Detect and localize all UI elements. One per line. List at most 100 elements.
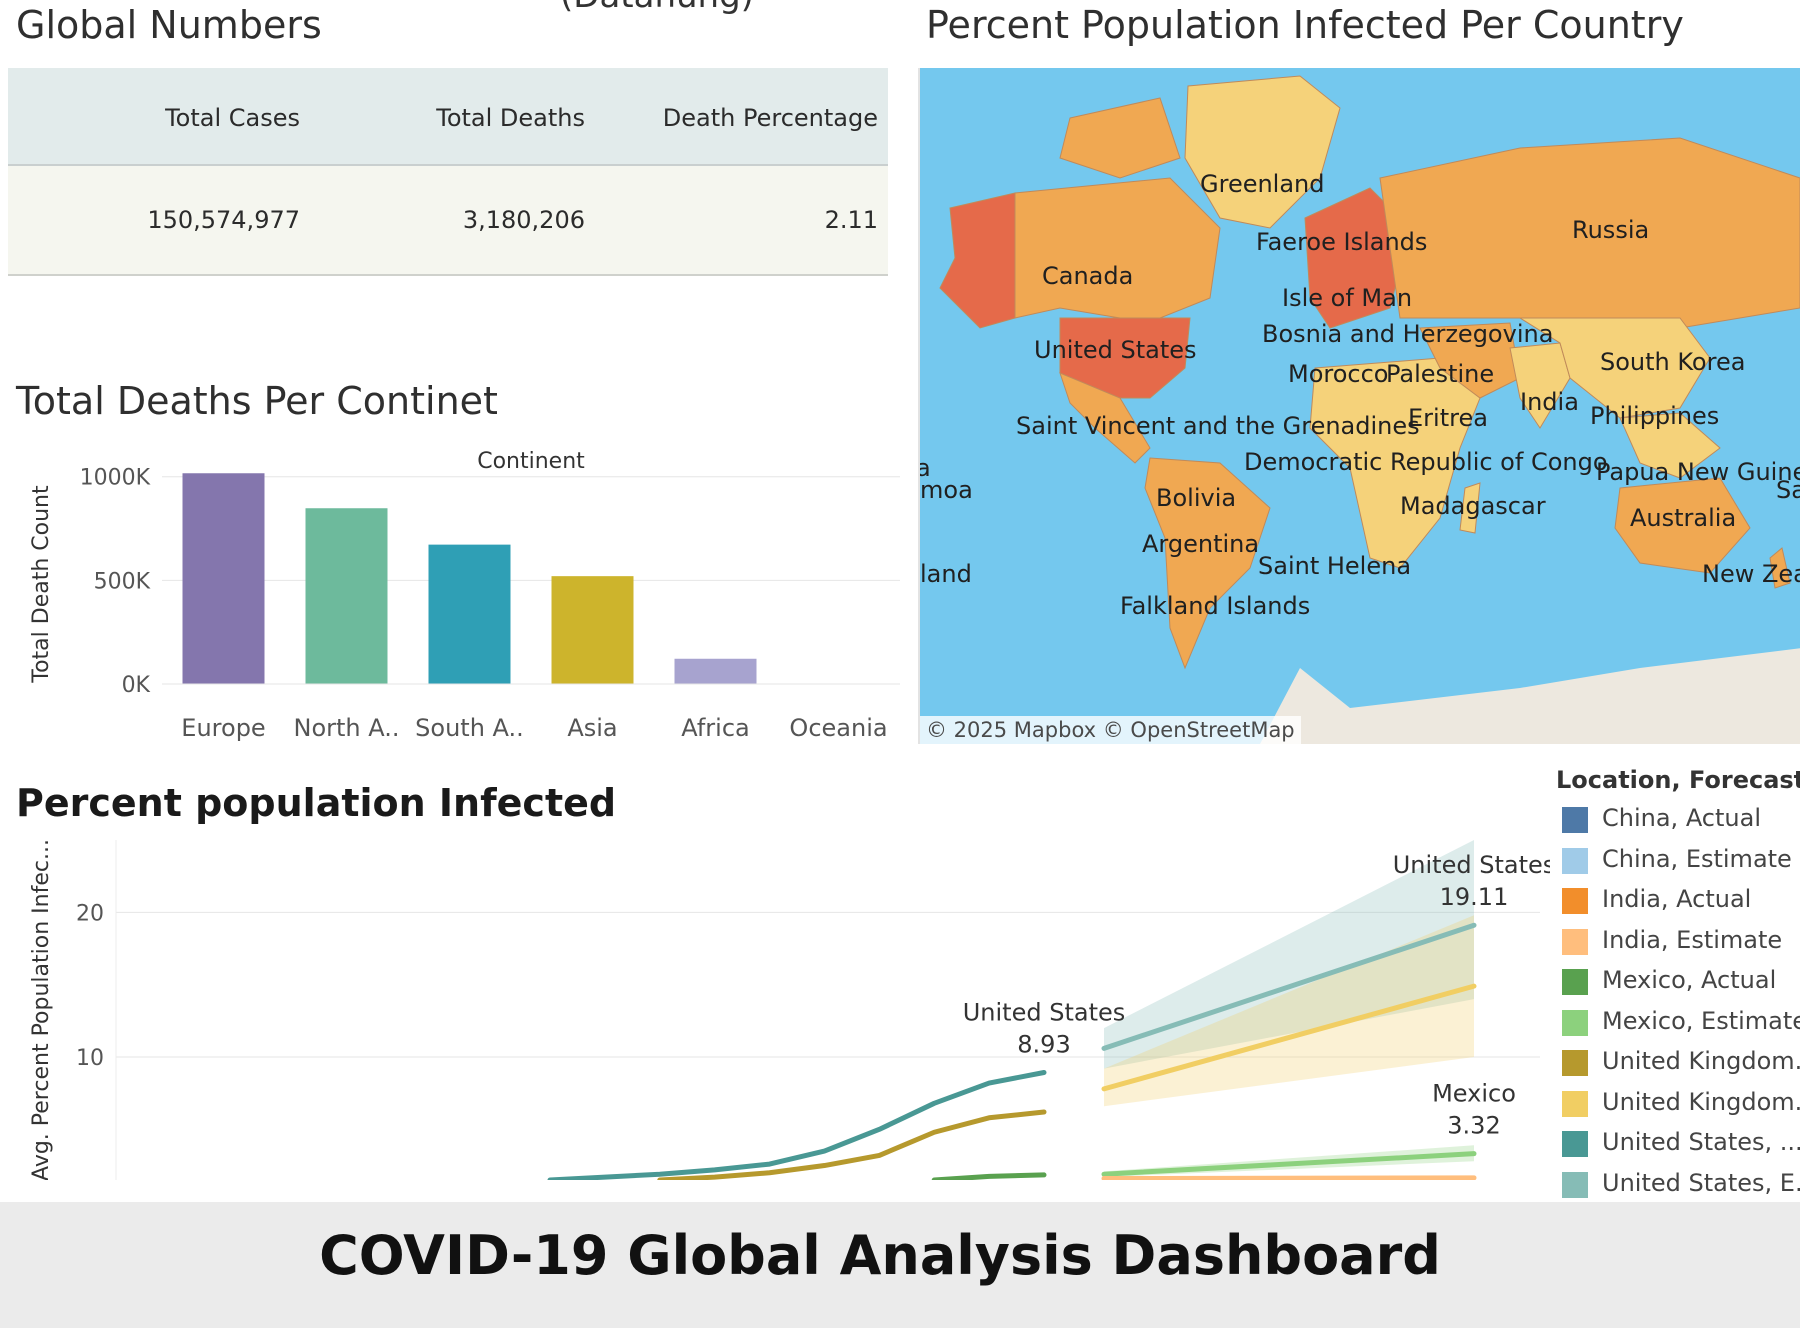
annotation-label-0: United States — [963, 999, 1126, 1027]
map-label-greenland[interactable]: Greenland — [1200, 170, 1325, 198]
bar-y-tick-label: 1000K — [80, 466, 151, 491]
map-label-samoa[interactable]: moa — [920, 476, 973, 504]
line-chart: Avg. Percent Population Infec... 20 10 Unit… — [29, 840, 1550, 1180]
map-label-faeroe-islands[interactable]: Faeroe Islands — [1256, 228, 1428, 256]
map-credit[interactable]: © 2025 Mapbox © OpenStreetMap — [920, 716, 1301, 744]
header-death-percentage[interactable]: Death Percentage — [662, 104, 878, 132]
map-label-russia[interactable]: Russia — [1572, 216, 1650, 244]
legend-label: China, Actual — [1602, 804, 1761, 832]
value-total-deaths: 3,180,206 — [462, 206, 585, 234]
bar-chart: Continent Total Death Count 1000K 500K 0K Eur… — [29, 449, 900, 742]
series-line-4[interactable] — [1101, 983, 1477, 1092]
map-label-india[interactable]: India — [1520, 388, 1579, 416]
annotation-value-2: 3.32 — [1447, 1112, 1500, 1140]
map-label-bosnia[interactable]: Bosnia and Herzegovina — [1262, 320, 1554, 348]
legend-label: United States, E... — [1602, 1168, 1800, 1197]
line-y-axis-label: Avg. Percent Population Infec... — [29, 840, 54, 1180]
map-label-isle-of-man[interactable]: Isle of Man — [1282, 284, 1413, 312]
map-label-drc[interactable]: Democratic Republic of Congo — [1244, 448, 1608, 476]
legend-swatch — [1562, 1050, 1588, 1076]
line-y-tick-label: 10 — [76, 1046, 104, 1071]
map-label-south-korea[interactable]: South Korea — [1600, 348, 1746, 376]
global-numbers-title: Global Numbers — [16, 3, 322, 47]
bar-header-continent: Continent — [477, 449, 585, 474]
series-line-2[interactable] — [931, 1172, 1047, 1180]
legend-label: United Kingdom... — [1602, 1047, 1800, 1075]
legend-swatch — [1562, 847, 1588, 874]
bar-category-label: Europe — [181, 714, 265, 742]
annotation-label-1: United States — [1393, 851, 1550, 879]
bar-category-label: Africa — [681, 714, 749, 742]
series-line-0[interactable] — [547, 1070, 1047, 1180]
bar-y-tick-label: 0K — [122, 673, 151, 698]
line-y-tick-label: 20 — [76, 901, 104, 926]
bar-asia[interactable] — [551, 576, 634, 684]
map-label-saint-helena[interactable]: Saint Helena — [1258, 552, 1412, 580]
bar-category-label: North A.. — [293, 714, 399, 742]
bar-category-label: Asia — [567, 714, 617, 742]
legend-swatch — [1562, 1090, 1588, 1117]
legend-swatch — [1562, 807, 1588, 833]
map-label-philippines[interactable]: Philippines — [1590, 402, 1720, 430]
bar-category-label: South A.. — [415, 714, 524, 742]
world-map — [939, 75, 1800, 744]
legend-label: China, Estimate — [1602, 844, 1792, 873]
bar-category-label: Oceania — [789, 714, 887, 742]
legend-label: India, Estimate — [1602, 925, 1783, 954]
table-header: Total Cases Total Deaths Death Percentag… — [8, 68, 888, 166]
map-label-morocco[interactable]: Morocco — [1288, 360, 1389, 388]
value-total-cases: 150,574,977 — [147, 206, 300, 234]
header-total-deaths[interactable]: Total Deaths — [436, 104, 585, 132]
map-label-bolivia[interactable]: Bolivia — [1156, 484, 1237, 512]
series-line-1[interactable] — [657, 1109, 1047, 1180]
map-label-argentina[interactable]: Argentina — [1142, 530, 1260, 558]
map-label-australia[interactable]: Australia — [1630, 504, 1737, 532]
map-label-new-zealand[interactable]: New Zea — [1702, 560, 1800, 588]
footer: COVID-19 Global Analysis Dashboard — [0, 1202, 1800, 1328]
map-label-cut-sa[interactable]: Sa — [1776, 476, 1800, 504]
annotation-value-1: 19.11 — [1440, 883, 1509, 911]
bar-europe[interactable] — [182, 473, 265, 684]
legend-title: Location, Forecast i... — [1556, 766, 1800, 794]
map-label-falkland-islands[interactable]: Falkland Islands — [1120, 592, 1311, 620]
forecast-band-4 — [1104, 915, 1474, 1107]
map-label-eritrea[interactable]: Eritrea — [1408, 404, 1488, 432]
legend-swatch — [1562, 1009, 1588, 1036]
legend-label: United Kingdom... — [1602, 1087, 1800, 1116]
annotation-value-0: 8.93 — [1017, 1031, 1070, 1059]
bar-chart-title: Total Deaths Per Continet — [16, 379, 498, 423]
bar-northa[interactable] — [305, 508, 388, 684]
top-cut-text: (Datahung) — [560, 0, 754, 16]
value-death-percentage: 2.11 — [824, 206, 878, 234]
line-chart-title: Percent population Infected — [16, 781, 617, 825]
legend-swatch — [1562, 928, 1588, 955]
map-title: Percent Population Infected Per Country — [926, 3, 1684, 47]
legend-label: United States, ... — [1602, 1128, 1800, 1156]
legend-swatch — [1562, 1171, 1588, 1198]
map-label-saint-vincent[interactable]: Saint Vincent and the Grenadines — [1016, 412, 1420, 440]
header-total-cases[interactable]: Total Cases — [165, 104, 300, 132]
legend-swatch — [1562, 888, 1588, 914]
map-label-iceland-cut[interactable]: land — [920, 560, 972, 588]
choropleth-map[interactable]: Greenland Russia Faeroe Islands Canada I… — [918, 68, 1800, 744]
bar-y-axis-label: Total Death Count — [29, 485, 54, 684]
map-label-madagascar[interactable]: Madagascar — [1400, 492, 1546, 520]
map-label-united-states[interactable]: United States — [1034, 336, 1197, 364]
map-label-papua-new-guinea[interactable]: Papua New Guinea — [1596, 458, 1800, 486]
map-label-cut-a[interactable]: a — [920, 456, 931, 480]
bar-y-tick-label: 500K — [94, 569, 151, 594]
series-line-6[interactable] — [1101, 1175, 1477, 1180]
global-numbers-table: Total Cases Total Deaths Death Percentag… — [8, 68, 888, 276]
series-line-5[interactable] — [1101, 1151, 1477, 1177]
table-row[interactable]: 150,574,977 3,180,206 2.11 — [8, 166, 888, 276]
legend-label: Mexico, Actual — [1602, 966, 1777, 994]
map-label-palestine[interactable]: Palestine — [1386, 360, 1495, 388]
series-line-3[interactable] — [1101, 922, 1477, 1051]
dashboard-title: COVID-19 Global Analysis Dashboard — [319, 1224, 1441, 1287]
bar-africa[interactable] — [674, 658, 757, 684]
annotation-label-2: Mexico — [1432, 1080, 1516, 1108]
map-label-canada[interactable]: Canada — [1042, 262, 1134, 290]
legend-swatch — [1562, 1131, 1588, 1157]
bar-southa[interactable] — [428, 544, 511, 684]
legend-swatch — [1562, 969, 1588, 995]
